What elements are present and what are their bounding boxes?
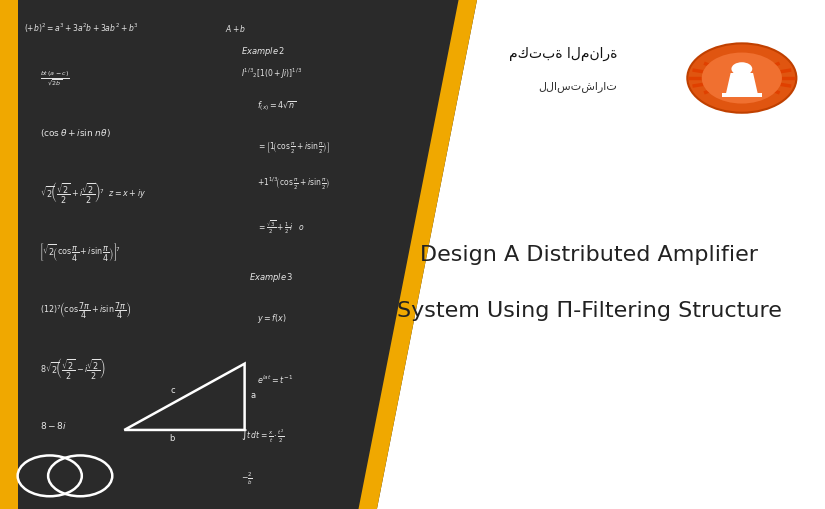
Text: $(\cos\theta + i\sin\,n\theta)$: $(\cos\theta + i\sin\,n\theta)$ <box>40 126 111 138</box>
Text: $Example\,3$: $Example\,3$ <box>248 271 293 284</box>
Polygon shape <box>722 94 762 98</box>
Text: a: a <box>250 390 255 399</box>
Circle shape <box>702 53 782 104</box>
Text: $\sqrt{2}\!\left(\dfrac{\sqrt{2}}{2} + i\dfrac{\sqrt{2}}{2}\right)^{\!7}$  $z = : $\sqrt{2}\!\left(\dfrac{\sqrt{2}}{2} + i… <box>40 181 146 206</box>
Text: c: c <box>170 385 175 394</box>
Text: $I^{1/3}{}_{2}\left[1(0+Ji)\right]^{1/3}$: $I^{1/3}{}_{2}\left[1(0+Ji)\right]^{1/3}… <box>241 67 302 81</box>
Text: $= \left[1\!\left(\cos\frac{\pi}{2} + i\sin\frac{\pi}{2}\right)\right]$: $= \left[1\!\left(\cos\frac{\pi}{2} + i\… <box>257 140 329 155</box>
Text: للاستشارات: للاستشارات <box>539 81 618 92</box>
Text: b: b <box>170 433 175 442</box>
Circle shape <box>732 63 752 76</box>
Text: $Example\,2$: $Example\,2$ <box>241 44 285 58</box>
Text: $(12)^7\!\left(\cos\dfrac{7\pi}{4} + i\sin\dfrac{7\pi}{4}\right)$: $(12)^7\!\left(\cos\dfrac{7\pi}{4} + i\s… <box>40 300 131 321</box>
Text: مكتبة المنارة: مكتبة المنارة <box>509 46 618 61</box>
Text: System Using Π-Filtering Structure: System Using Π-Filtering Structure <box>397 300 782 321</box>
Circle shape <box>687 44 796 114</box>
Text: $-\frac{2}{b}$: $-\frac{2}{b}$ <box>241 470 252 487</box>
Text: $\int t\,dt = \frac{x}{t} \cdot \frac{t^2}{2}$: $\int t\,dt = \frac{x}{t} \cdot \frac{t^… <box>241 427 285 444</box>
Text: $e^{lat} = t^{-1}$: $e^{lat} = t^{-1}$ <box>257 373 293 385</box>
Text: $8\sqrt{2}\!\left(\dfrac{\sqrt{2}}{2} - i\dfrac{\sqrt{2}}{2}\right)$: $8\sqrt{2}\!\left(\dfrac{\sqrt{2}}{2} - … <box>40 356 106 382</box>
Polygon shape <box>0 0 17 509</box>
Text: $= \frac{\sqrt{3}}{2} + \frac{1}{2}i \quad o$: $= \frac{\sqrt{3}}{2} + \frac{1}{2}i \qu… <box>257 217 304 236</box>
Text: $f_{(x)} = 4\sqrt{n}$: $f_{(x)} = 4\sqrt{n}$ <box>257 100 296 114</box>
Text: $\frac{bt\,(a-c)}{\sqrt{2b}}$: $\frac{bt\,(a-c)}{\sqrt{2b}}$ <box>40 70 69 88</box>
Text: $y = f(x)$: $y = f(x)$ <box>257 312 286 325</box>
Polygon shape <box>0 0 477 509</box>
Text: $\!\left[\sqrt{2}\!\left(\cos\dfrac{\pi}{4} + i\sin\dfrac{\pi}{4}\right)\right]^: $\!\left[\sqrt{2}\!\left(\cos\dfrac{\pi}… <box>40 241 121 263</box>
Text: $8 - 8i$: $8 - 8i$ <box>40 419 67 431</box>
Text: $+ 1^{1/3}\!\left(\cos\frac{\pi}{2} + i\sin\frac{\pi}{2}\right)$: $+ 1^{1/3}\!\left(\cos\frac{\pi}{2} + i\… <box>257 175 330 191</box>
Polygon shape <box>726 74 758 95</box>
Text: $(+b)^2 = a^3 + 3a^2b + 3ab^2 + b^3$: $(+b)^2 = a^3 + 3a^2b + 3ab^2 + b^3$ <box>24 21 139 35</box>
Text: $A + b$: $A + b$ <box>224 22 246 34</box>
Polygon shape <box>359 0 477 509</box>
Text: Design A Distributed Amplifier: Design A Distributed Amplifier <box>421 244 758 265</box>
